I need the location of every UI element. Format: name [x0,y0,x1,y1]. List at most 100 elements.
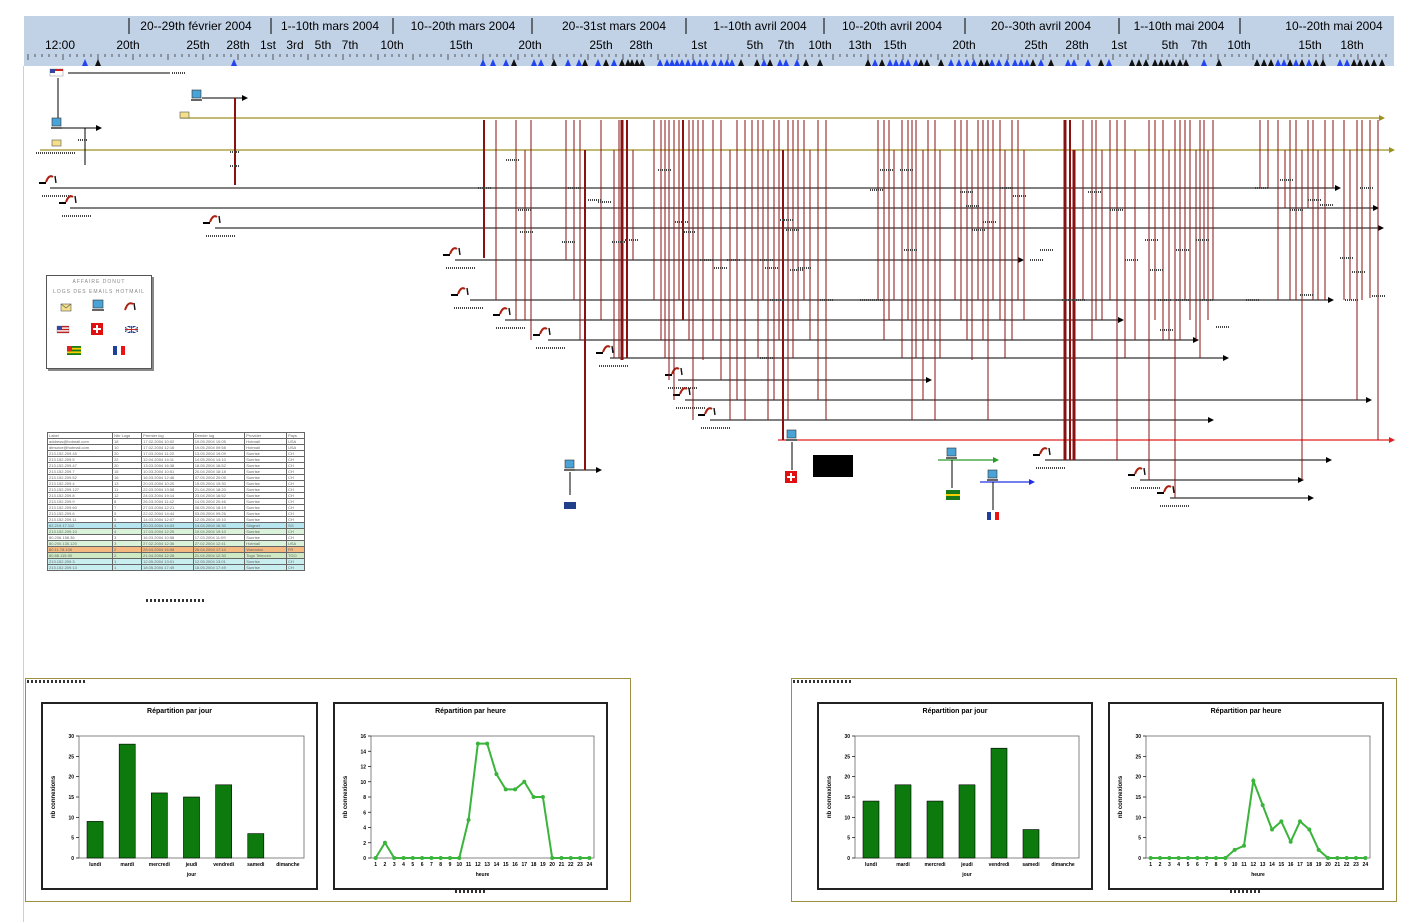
x-tick-label: 11 [1241,862,1247,868]
table-row: 213.152.209.13 1 18.05.2004 17:49 18.05.200… [46,564,306,571]
phone-antenna [1143,467,1146,476]
date-label: 15th [1298,38,1321,52]
x-tick-label: 12 [475,862,481,868]
event-marker [754,59,760,66]
panel-right-bottom-handle[interactable] [1230,890,1260,893]
data-point [1260,803,1265,808]
x-tick-label: 21 [1335,862,1341,868]
event-marker [480,59,486,66]
table-row: 213.152.209.3 1 12.05.2004 13:01 12.05.2004… [46,558,306,565]
computer-node-icon [946,447,957,459]
row-end-arrow [1298,477,1304,483]
row-end-arrow [1308,495,1314,501]
event-marker [669,59,675,66]
x-tick-label: 1 [374,862,377,868]
usa-flag-stripe [50,69,63,71]
y-tick-label: 0 [1138,856,1141,862]
left-rule [23,66,24,922]
y-tick-label: 0 [847,856,850,862]
phone-node-icon [39,175,57,184]
event-marker [948,59,954,66]
table-cell: 18.05.2004 17:49 [192,564,246,571]
envelope [51,139,62,147]
table-handle[interactable] [146,599,206,602]
plot-area [1145,735,1371,859]
phone-node-icon [1157,485,1175,494]
event-marker [703,59,709,66]
data-point [522,779,527,784]
event-marker [971,59,977,66]
data-point [531,795,536,799]
monitor [564,459,575,469]
chart-box-2: Répartition par heure 0 2 4 6 8 10 12 14 16 nb co… [333,702,608,890]
data-point [1195,856,1200,860]
data-point [447,856,452,860]
period-label: 1--10th avril 2004 [713,19,807,33]
y-tick-label: 5 [71,836,74,842]
row-end-arrow [242,95,248,101]
x-tick-label: 15 [503,862,509,868]
bar [247,833,265,859]
period-label: 1--10th mars 2004 [281,19,379,33]
x-tick-label: vendredi [989,862,1010,868]
panel-right-handle[interactable] [793,680,853,683]
phone-antenna [74,195,77,204]
email-line-arrow [1389,147,1395,153]
event-marker [887,59,893,66]
computer-icon [92,299,104,311]
period-label: 10--20th mai 2004 [1285,19,1383,33]
event-marker [1293,59,1299,66]
event-marker [95,59,101,66]
y-tick-label: 12 [360,765,366,771]
panel-left-handle[interactable] [27,680,87,683]
event-marker [1357,59,1363,66]
data-point [550,856,555,860]
france-flag-icon [987,512,991,520]
event-marker [1299,59,1305,66]
table-row: 213.152.209.127 11 22.03.2004 13:58 21.04.2… [46,486,306,493]
x-tick-label: 1 [1149,862,1152,868]
data-point [1223,856,1228,860]
data-point [540,795,545,799]
event-marker [1004,59,1010,66]
x-tick-label: 5 [1187,862,1190,868]
x-tick-label: 17 [522,862,528,868]
phone-antenna [548,327,551,336]
phone-node-icon [1128,467,1146,476]
date-label: 25th [589,38,612,52]
date-label: 20th [518,38,541,52]
x-tick-label: 13 [484,862,490,868]
data-point [1307,827,1312,832]
data-point [587,856,592,860]
date-label: 20th [116,38,139,52]
date-label: 1st [691,38,708,52]
row-end-arrow [96,125,102,131]
x-tick-label: 7 [1205,862,1208,868]
date-label: 20th [952,38,975,52]
y-tick-label: 25 [1135,754,1141,760]
table-row: 213.152.209.45 20 17.03.2004 11:20 13.05.20… [46,450,306,457]
row-end-arrow [1118,317,1124,323]
event-marker [1065,59,1071,66]
x-tick-label: jeudi [960,862,973,868]
bar [894,784,912,859]
y-tick-label: 25 [844,754,850,760]
event-marker [872,59,878,66]
y-tick-label: 30 [844,734,850,740]
event-marker [1320,59,1326,66]
x-tick-label: mardi [896,862,910,868]
data-point [1288,839,1293,844]
computer-node-icon [191,89,202,101]
phone-handset [1039,447,1048,455]
period-label: 10--20th mars 2004 [411,19,516,33]
x-tick-label: samedi [247,862,265,868]
y-tick-label: 4 [363,826,366,832]
y-tick-label: 30 [1135,734,1141,740]
panel-left-bottom-handle[interactable] [455,890,485,893]
row-end-arrow [1018,257,1024,263]
email-node-icon [51,139,62,147]
computer-node-icon [51,117,62,129]
event-marker [1183,59,1189,66]
event-marker [817,59,823,66]
data-point [559,856,564,860]
